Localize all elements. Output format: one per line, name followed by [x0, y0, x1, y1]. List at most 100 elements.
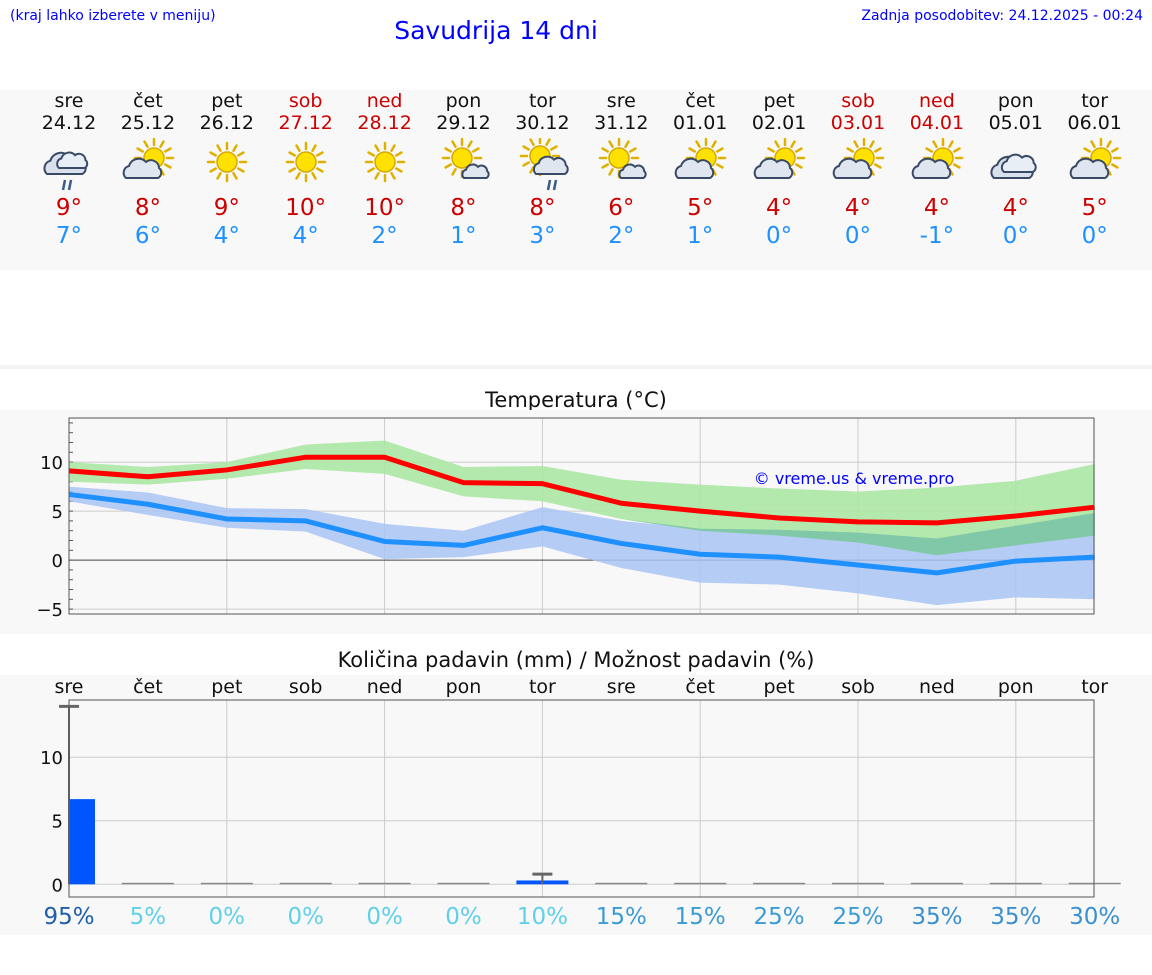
precip-probability: 35% [911, 904, 963, 930]
temp-min: 0° [766, 223, 793, 249]
day-date: 27.12 [278, 112, 333, 134]
day-column: tor 06.01 5° 0° [1056, 90, 1134, 250]
day-name: tor [528, 90, 556, 112]
day-column: sre 31.12 6° 2° [582, 90, 660, 250]
forecast-panel [0, 90, 1152, 270]
day-column: pon 29.12 8° 1° [425, 90, 503, 250]
precip-day-label: sre [54, 676, 84, 698]
day-date: 05.01 [988, 112, 1043, 134]
precip-bar [70, 799, 95, 885]
day-column: čet 01.01 5° 1° [661, 90, 739, 250]
y-tick-label: 0 [52, 875, 63, 896]
precip-bar [1068, 882, 1121, 885]
precip-day-label: pon [445, 676, 482, 698]
plot-frame [68, 417, 1095, 615]
day-name: čet [133, 90, 163, 112]
day-name: sre [606, 90, 636, 112]
precip-probability: 0% [445, 904, 482, 930]
temp-max: 8° [134, 195, 161, 221]
day-date: 02.01 [751, 112, 807, 134]
day-name: čet [685, 90, 715, 112]
temp-max: 5° [1081, 195, 1108, 221]
precip-bar [989, 882, 1042, 885]
y-tick-label: 5 [52, 812, 63, 833]
temp-min: 4° [292, 223, 319, 249]
precip-bar [674, 882, 727, 885]
day-date: 04.01 [909, 112, 965, 134]
precip-probability: 10% [516, 904, 568, 930]
day-name: sob [288, 90, 323, 112]
watermark: © vreme.us & vreme.pro [754, 469, 955, 488]
day-date: 26.12 [199, 112, 254, 134]
precip-probability: 30% [1069, 904, 1121, 930]
temp-min: 1° [450, 223, 477, 249]
day-name: pon [997, 90, 1034, 112]
day-column: pet 02.01 4° 0° [740, 90, 818, 250]
day-column: čet 25.12 8° 6° [109, 90, 187, 250]
y-tick-label: 10 [40, 453, 63, 474]
precip-probability: 0% [208, 904, 246, 930]
precip-probability: 15% [595, 904, 647, 930]
temperature-chart: −5 0 5 10 © vreme.us & vreme.pro [36, 417, 1095, 621]
temp-min: 3° [529, 223, 556, 249]
location-hint: (kraj lahko izberete v meniju) [10, 8, 216, 24]
temp-max: 10° [285, 195, 327, 221]
temp-min: 6° [134, 223, 161, 249]
day-name: pet [763, 90, 795, 112]
y-tick-label: 5 [52, 502, 63, 523]
day-name: ned [918, 90, 955, 112]
precip-probability: 35% [990, 904, 1042, 930]
temp-max: 10° [364, 195, 405, 221]
y-tick-label: 10 [40, 748, 63, 769]
temp-min: 0° [844, 223, 872, 249]
temp-min: 2° [371, 223, 398, 249]
day-date: 31.12 [594, 112, 649, 134]
y-tick-label: −5 [36, 600, 63, 621]
temp-max: 9° [55, 195, 83, 221]
precip-day-label: pet [763, 676, 795, 698]
last-updated: Zadnja posodobitev: 24.12.2025 - 00:24 [861, 8, 1143, 24]
plot-area [68, 699, 1095, 898]
day-column: pon 05.01 4° 0° [977, 90, 1055, 250]
precip-probability: 15% [674, 904, 726, 930]
temp-min: -1° [919, 223, 955, 249]
precip-bar [832, 882, 884, 885]
sun-cloud-rain-icon [520, 138, 570, 191]
sun-cloud-icon [122, 138, 175, 179]
precip-probability: 25% [753, 904, 805, 930]
day-column: tor 30.12 8° 3° [503, 90, 581, 250]
day-name: pet [211, 90, 243, 112]
sun-icon [364, 141, 405, 183]
temp-max: 8° [450, 195, 477, 221]
y-tick-label: 0 [52, 551, 63, 572]
precip-day-label: sob [288, 676, 323, 698]
sun-icon [285, 141, 326, 183]
day-column: ned 28.12 10° 2° [346, 90, 424, 250]
precip-bar [279, 882, 332, 885]
precip-probability: 0% [366, 904, 403, 930]
temp-min: 4° [213, 223, 240, 249]
min-temp-line [68, 491, 1095, 576]
precip-day-label: pet [211, 676, 243, 698]
day-date: 06.01 [1067, 112, 1122, 134]
precip-day-label: tor [1081, 676, 1109, 698]
sun-cloud-icon [753, 138, 806, 179]
day-date: 24.12 [41, 112, 97, 134]
temp-max: 4° [923, 195, 950, 221]
day-column: ned 04.01 4° -1° [898, 90, 976, 250]
max-temp-band [69, 440, 1095, 556]
divider [0, 365, 1152, 369]
temp-max: 9° [213, 195, 240, 221]
page-title: Savudrija 14 dni [394, 16, 598, 45]
day-name: ned [366, 90, 403, 112]
temp-min: 2° [608, 223, 635, 249]
precip-day-label: tor [528, 676, 556, 698]
temperature-chart-title: Temperatura (°C) [485, 388, 667, 412]
sun-cloud-icon [832, 138, 885, 179]
precip-day-label: čet [133, 676, 163, 698]
overlap-band [69, 468, 1095, 556]
sun-cloud-icon [674, 138, 727, 179]
sun-small-cloud-icon [599, 138, 647, 179]
max-temp-line [68, 454, 1095, 526]
precip-day-label: sre [606, 676, 636, 698]
